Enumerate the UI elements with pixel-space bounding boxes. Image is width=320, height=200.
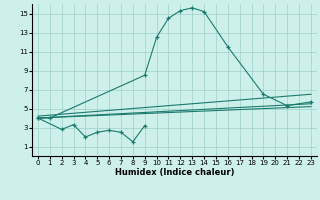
X-axis label: Humidex (Indice chaleur): Humidex (Indice chaleur): [115, 168, 234, 177]
